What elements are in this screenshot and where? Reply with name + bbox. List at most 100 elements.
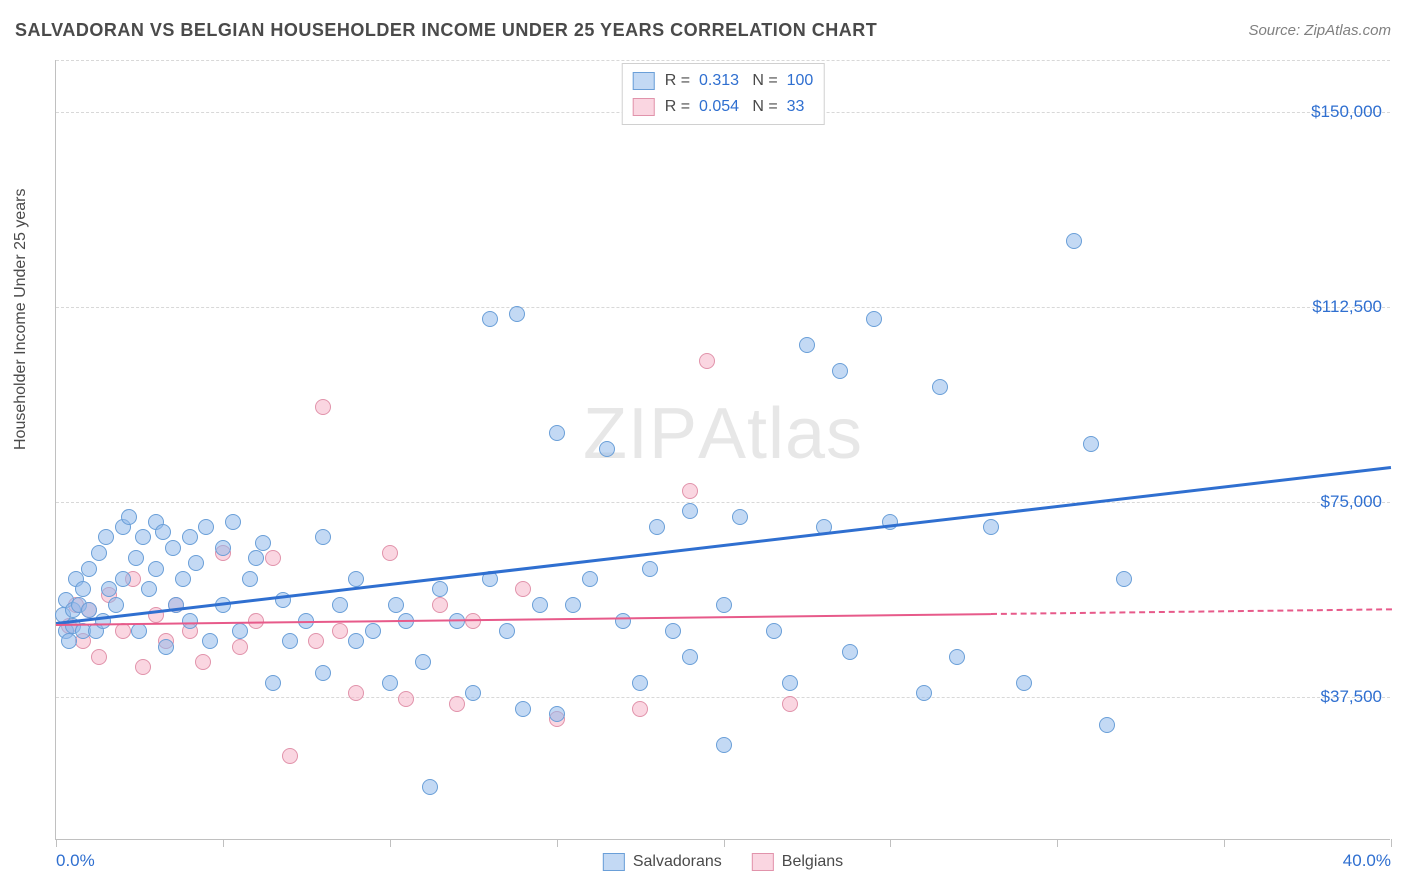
data-point [282,748,298,764]
gridline [56,502,1390,503]
data-point [75,581,91,597]
data-point [415,654,431,670]
data-point [182,613,198,629]
data-point [382,675,398,691]
data-point [388,597,404,613]
data-point [432,597,448,613]
data-point [232,639,248,655]
data-point [232,623,248,639]
x-tick-label: 0.0% [56,851,95,871]
data-point [932,379,948,395]
chart-header: SALVADORAN VS BELGIAN HOUSEHOLDER INCOME… [15,20,1391,41]
data-point [101,581,117,597]
data-point [131,623,147,639]
data-point [665,623,681,639]
data-point [91,649,107,665]
data-point [141,581,157,597]
data-point [282,633,298,649]
data-point [649,519,665,535]
data-point [682,649,698,665]
data-point [432,581,448,597]
data-point [1099,717,1115,733]
data-point [1083,436,1099,452]
data-point [308,633,324,649]
data-point [398,691,414,707]
data-point [642,561,658,577]
legend-swatch [633,72,655,90]
data-point [832,363,848,379]
data-point [115,623,131,639]
gridline [56,307,1390,308]
data-point [716,597,732,613]
data-point [382,545,398,561]
legend-label: Salvadorans [633,853,722,871]
data-point [482,311,498,327]
data-point [225,514,241,530]
x-tick [223,839,224,847]
data-point [682,483,698,499]
gridline [56,60,1390,61]
data-point [348,685,364,701]
gridline [56,697,1390,698]
trend-line [990,609,1391,616]
data-point [182,529,198,545]
data-point [332,623,348,639]
watermark: ZIPAtlas [583,393,863,475]
data-point [265,675,281,691]
x-tick [56,839,57,847]
data-point [198,519,214,535]
data-point [509,306,525,322]
data-point [158,639,174,655]
data-point [202,633,218,649]
series-legend: Salvadorans Belgians [603,853,843,871]
legend-stat-text: R = 0.054 N = 33 [665,94,805,120]
data-point [332,597,348,613]
data-point [255,535,271,551]
data-point [699,353,715,369]
data-point [315,665,331,681]
data-point [135,659,151,675]
data-point [599,441,615,457]
legend-label: Belgians [782,853,843,871]
data-point [1066,233,1082,249]
data-point [195,654,211,670]
data-point [175,571,191,587]
y-tick-label: $75,000 [1321,492,1382,512]
data-point [632,675,648,691]
data-point [365,623,381,639]
data-point [465,685,481,701]
correlation-legend: R = 0.313 N = 100R = 0.054 N = 33 [622,63,825,125]
data-point [348,633,364,649]
data-point [766,623,782,639]
x-tick [1224,839,1225,847]
data-point [515,701,531,717]
x-tick-label: 40.0% [1343,851,1391,871]
data-point [265,550,281,566]
y-tick-label: $150,000 [1311,102,1382,122]
data-point [108,597,124,613]
legend-swatch [603,853,625,871]
legend-stat-text: R = 0.313 N = 100 [665,68,814,94]
legend-row: R = 0.313 N = 100 [633,68,814,94]
y-tick-label: $112,500 [1312,297,1382,317]
data-point [165,540,181,556]
source-label: Source: ZipAtlas.com [1248,22,1391,39]
data-point [98,529,114,545]
data-point [128,550,144,566]
legend-item: Belgians [752,853,843,871]
data-point [565,597,581,613]
y-axis-label: Householder Income Under 25 years [12,189,30,450]
x-tick [557,839,558,847]
data-point [866,311,882,327]
x-tick [724,839,725,847]
data-point [215,540,231,556]
data-point [148,561,164,577]
chart-title: SALVADORAN VS BELGIAN HOUSEHOLDER INCOME… [15,20,877,41]
scatter-chart: ZIPAtlas $37,500$75,000$112,500$150,0000… [55,60,1390,840]
data-point [348,571,364,587]
x-tick [1057,839,1058,847]
data-point [91,545,107,561]
data-point [499,623,515,639]
x-tick [390,839,391,847]
data-point [1116,571,1132,587]
